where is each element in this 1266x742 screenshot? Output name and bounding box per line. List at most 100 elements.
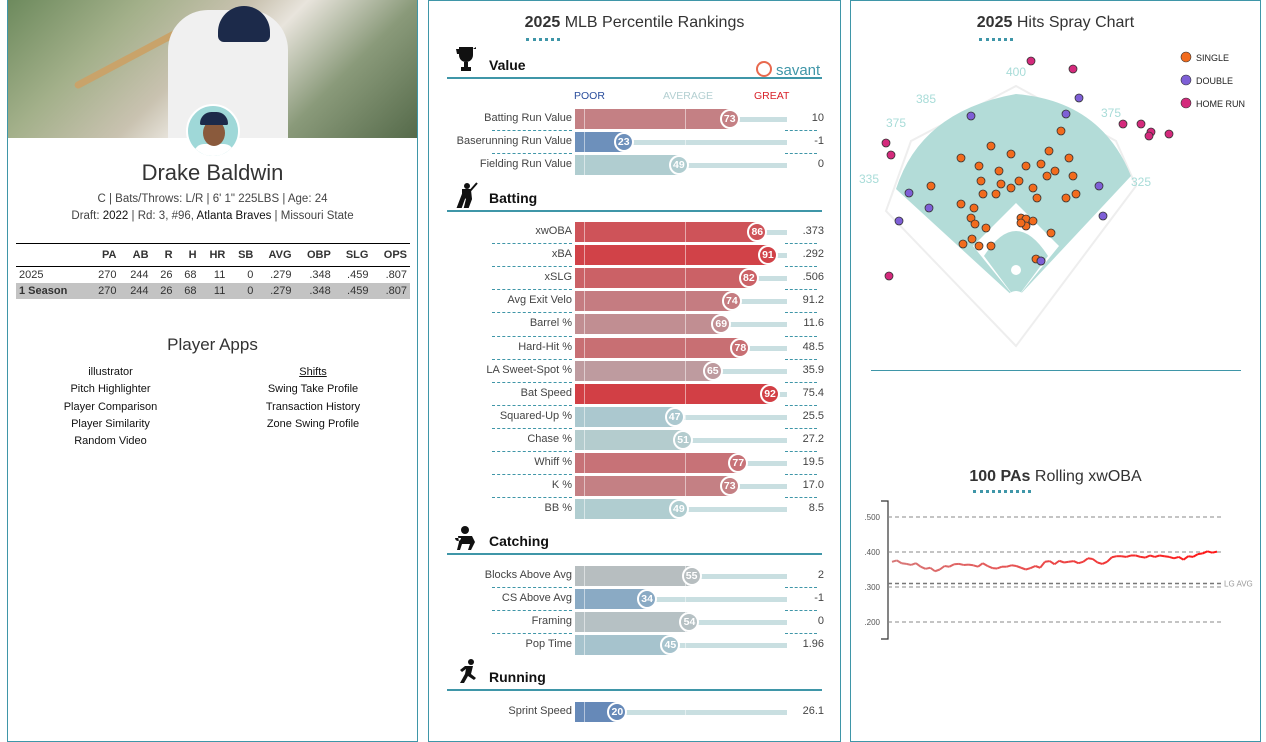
home-plate-area [1006, 291, 1026, 311]
batter-icon [455, 180, 479, 212]
fence-distance: 375 [886, 116, 906, 130]
hit-single [975, 242, 983, 250]
player-panel: Drake Baldwin C | Bats/Throws: L/R | 6' … [7, 0, 418, 742]
percentile-value: 51 [673, 430, 693, 450]
xwoba-line-segment [897, 560, 902, 563]
lg-avg-label: LG AVG [1224, 580, 1253, 589]
stats-cell: 11 [200, 267, 229, 284]
percentile-row[interactable]: K % 73 17.0 [429, 476, 842, 496]
metric-value: 0 [818, 615, 824, 627]
catcher-icon [455, 523, 479, 555]
xwoba-line-segment [916, 563, 921, 567]
hit-single [957, 154, 965, 162]
percentile-row[interactable]: Baserunning Run Value 23 -1 [429, 132, 842, 152]
hit-double [905, 189, 913, 197]
percentile-row[interactable]: BB % 49 8.5 [429, 499, 842, 519]
section-title: Running [489, 669, 546, 685]
player-app-link[interactable]: Zone Swing Profile [248, 416, 378, 433]
stats-cell: 2025 [16, 267, 87, 284]
hit-single [1029, 217, 1037, 225]
percentile-row[interactable]: Avg Exit Velo 74 91.2 [429, 291, 842, 311]
xwoba-line-segment [1083, 558, 1088, 562]
hit-single [987, 142, 995, 150]
stats-cell: 270 [87, 283, 119, 299]
percentile-row[interactable]: Whiff % 77 19.5 [429, 453, 842, 473]
player-app-link[interactable]: Transaction History [248, 399, 378, 416]
percentile-row[interactable]: Framing 54 0 [429, 612, 842, 632]
hit-double [925, 204, 933, 212]
hit-single [970, 204, 978, 212]
stats-cell: .348 [295, 283, 334, 299]
stats-cell: 0 [228, 267, 256, 284]
player-apps-title: Player Apps [8, 335, 417, 355]
xwoba-line-segment [997, 567, 1002, 569]
percentile-row[interactable]: Chase % 51 27.2 [429, 430, 842, 450]
xwoba-line-segment [1145, 556, 1150, 558]
stats-cell: 26 [152, 283, 176, 299]
percentile-bar [575, 453, 738, 473]
y-axis [881, 501, 888, 639]
xwoba-line-segment [892, 560, 897, 561]
draft-school: Missouri State [281, 210, 354, 222]
metric-label: Batting Run Value [484, 112, 572, 124]
xwoba-line-segment [1007, 565, 1012, 566]
xwoba-line-segment [959, 564, 964, 565]
percentile-row[interactable]: Sprint Speed 20 26.1 [429, 702, 842, 722]
metric-label: xBA [552, 248, 572, 260]
percentile-row[interactable]: Blocks Above Avg 55 2 [429, 566, 842, 586]
percentile-row[interactable]: Bat Speed 92 75.4 [429, 384, 842, 404]
metric-label: Sprint Speed [508, 705, 572, 717]
metric-label: Barrel % [530, 317, 572, 329]
percentile-value: 92 [760, 384, 780, 404]
percentile-row[interactable]: Pop Time 45 1.96 [429, 635, 842, 655]
hit-single [968, 235, 976, 243]
player-app-link[interactable]: Player Comparison [48, 399, 173, 416]
percentile-row[interactable]: Batting Run Value 73 10 [429, 109, 842, 129]
percentile-bar [575, 338, 740, 358]
hit-single [1051, 167, 1059, 175]
player-app-link[interactable]: illustrator [48, 364, 173, 381]
percentile-row[interactable]: xwOBA 86 .373 [429, 222, 842, 242]
percentile-row[interactable]: xBA 91 .292 [429, 245, 842, 265]
percentile-row[interactable]: Squared-Up % 47 25.5 [429, 407, 842, 427]
percentile-row[interactable]: CS Above Avg 34 -1 [429, 589, 842, 609]
hit-single [1065, 154, 1073, 162]
metric-value: 0 [818, 158, 824, 170]
metric-value: .506 [803, 271, 824, 283]
percentile-row[interactable]: Barrel % 69 11.6 [429, 314, 842, 334]
section-value: Value [447, 59, 822, 79]
metric-label: Chase % [527, 433, 572, 445]
metric-value: 26.1 [803, 705, 824, 717]
hit-single [997, 180, 1005, 188]
percentile-row[interactable]: Fielding Run Value 49 0 [429, 155, 842, 175]
player-app-link[interactable]: Random Video [48, 433, 173, 450]
player-app-link[interactable]: Player Similarity [48, 416, 173, 433]
hit-single [979, 190, 987, 198]
xwoba-line-segment [1126, 556, 1131, 557]
xwoba-line-segment [1069, 561, 1074, 562]
stats-header: HR [200, 244, 229, 267]
percentile-bar [575, 499, 679, 519]
player-app-link[interactable]: Swing Take Profile [248, 381, 378, 398]
player-draft: Draft: 2022 | Rd: 3, #96, Atlanta Braves… [8, 210, 417, 222]
player-app-link[interactable]: Pitch Highlighter [48, 381, 173, 398]
hit-double [1095, 182, 1103, 190]
metric-value: 27.2 [803, 433, 824, 445]
hit-single [1047, 229, 1055, 237]
metric-label: Pop Time [526, 638, 572, 650]
percentile-row[interactable]: xSLG 82 .506 [429, 268, 842, 288]
percentile-row[interactable]: LA Sweet-Spot % 65 35.9 [429, 361, 842, 381]
metric-label: Framing [532, 615, 572, 627]
runner-icon [455, 653, 479, 691]
xwoba-line-segment [1045, 561, 1050, 562]
xwoba-line-segment [1174, 557, 1179, 558]
hit-single [957, 200, 965, 208]
percentile-row[interactable]: Hard-Hit % 78 48.5 [429, 338, 842, 358]
fence-distance: 375 [1101, 106, 1121, 120]
section-title: Batting [489, 190, 537, 206]
player-app-link[interactable]: Shifts [248, 364, 378, 381]
metric-label: BB % [544, 502, 572, 514]
fence-distance: 385 [916, 92, 936, 106]
xwoba-line-segment [1179, 557, 1184, 560]
